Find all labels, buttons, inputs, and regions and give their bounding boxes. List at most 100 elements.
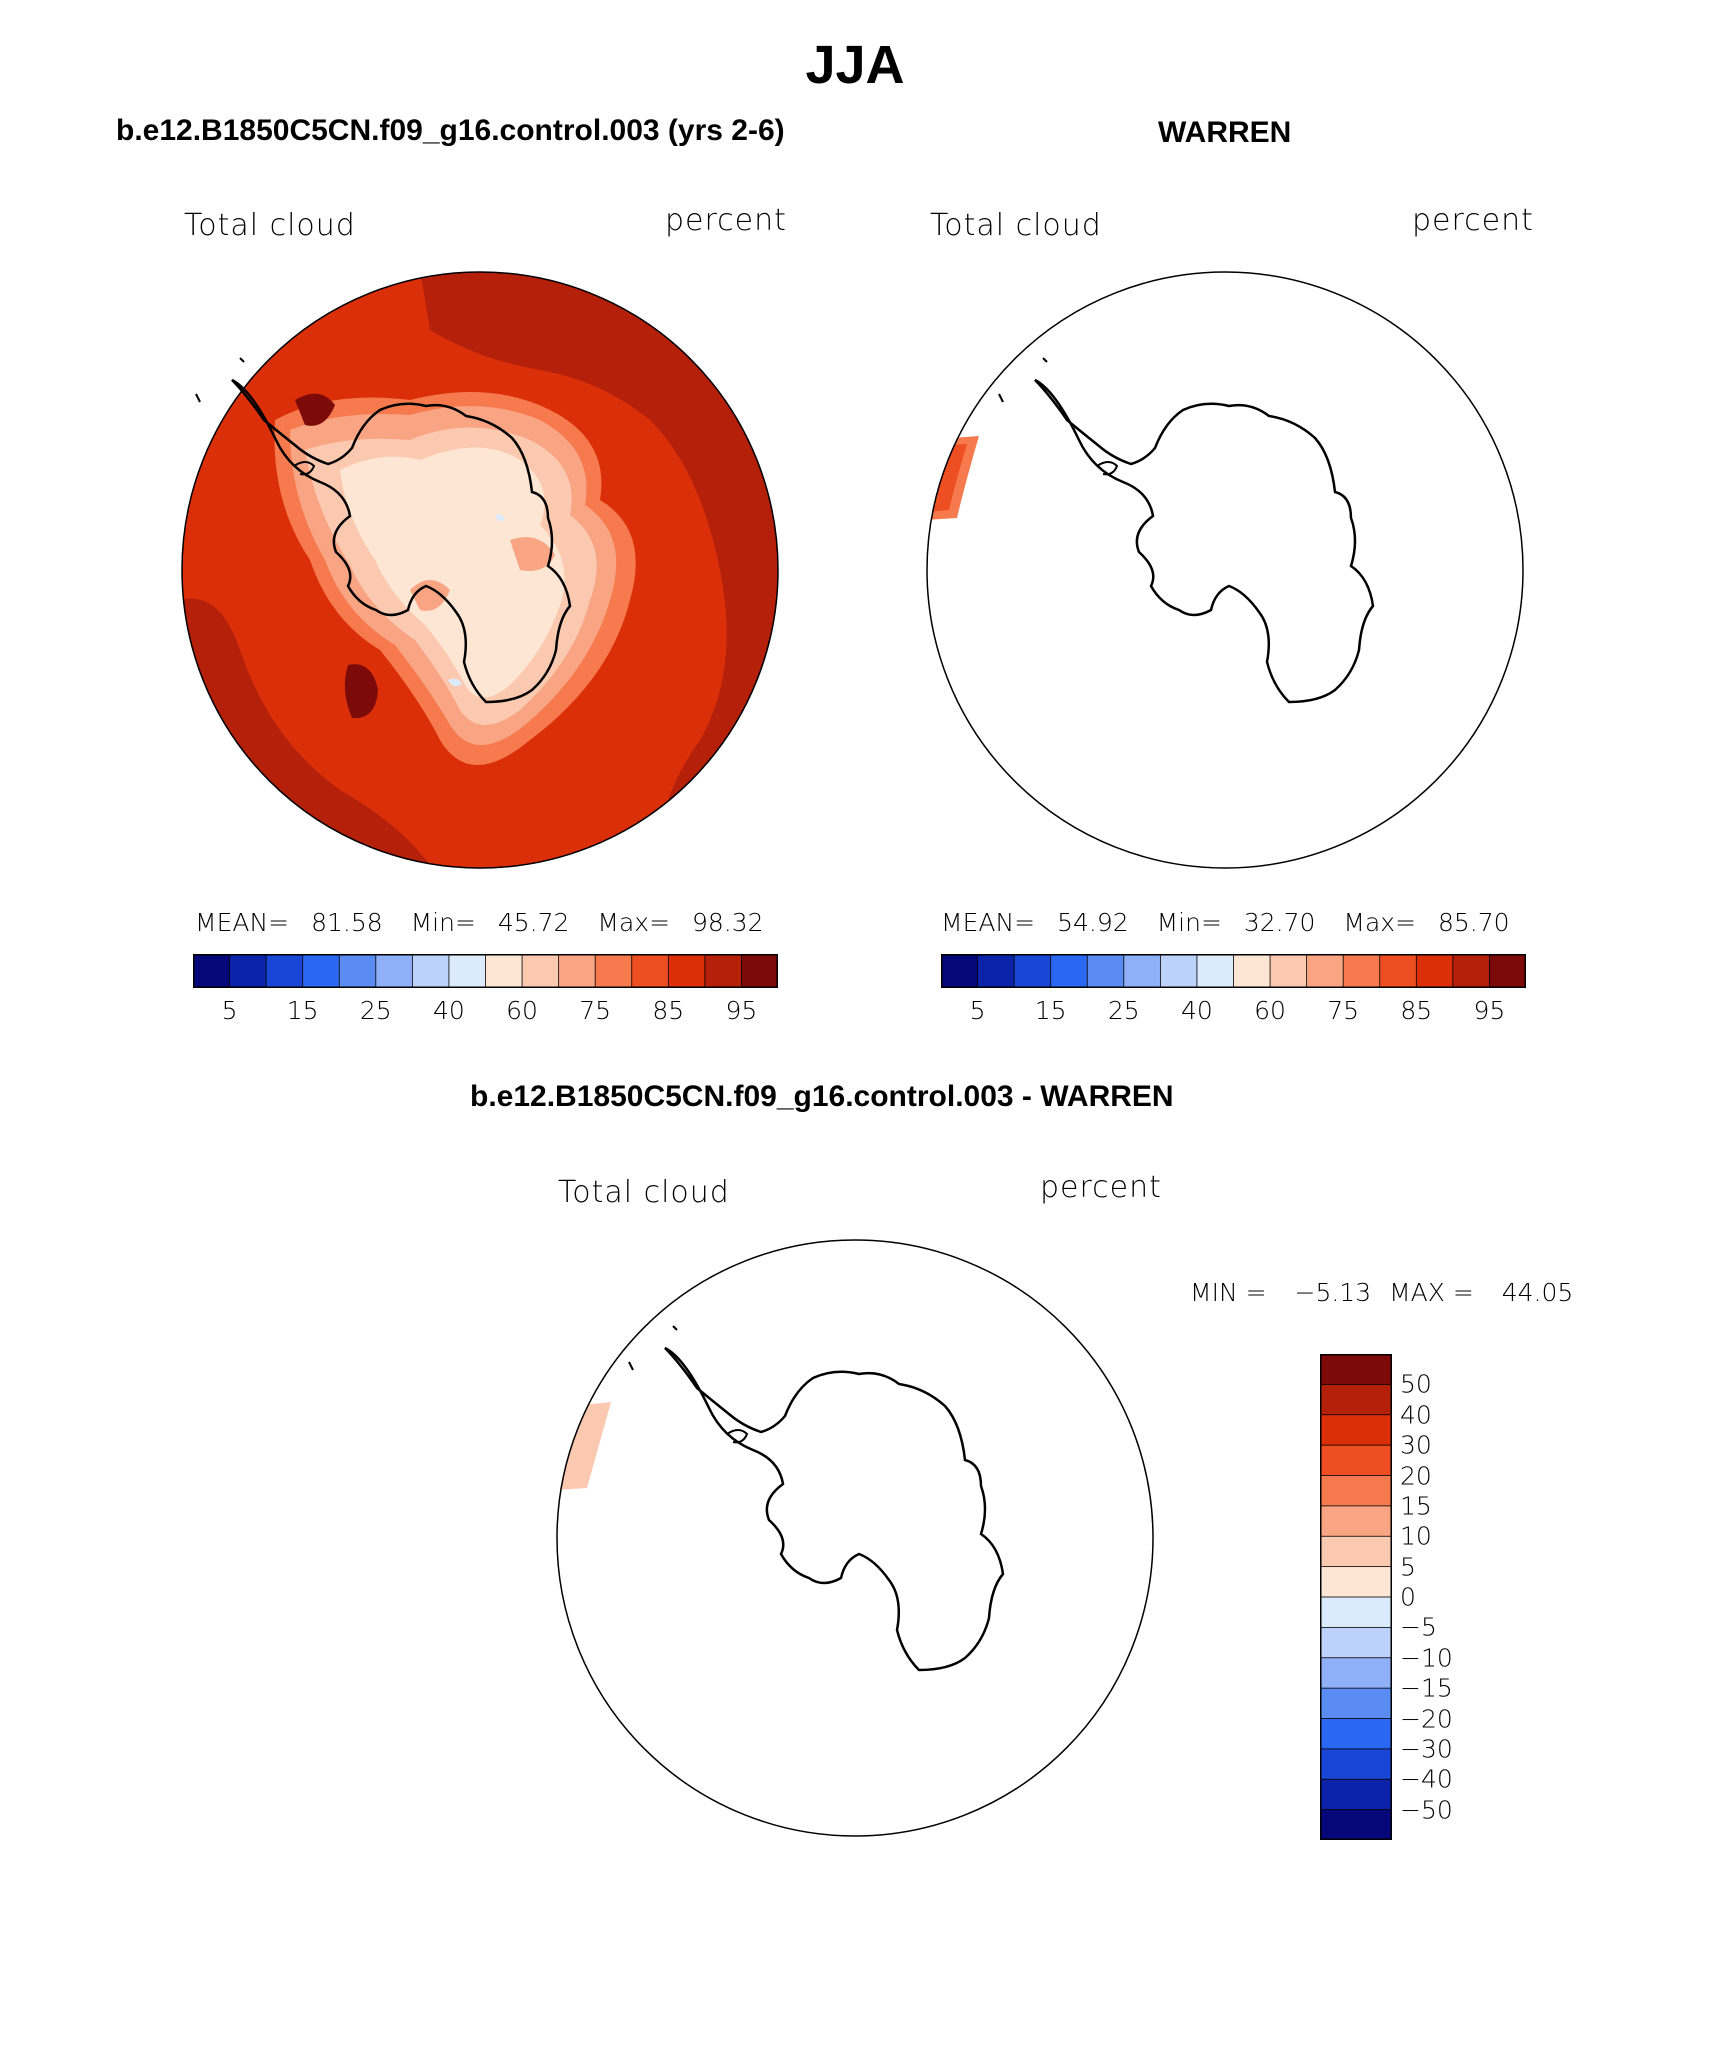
colorbar-swatch: [1123, 954, 1162, 988]
panel-a-stats: MEAN= 81.58 Min= 45.72 Max= 98.32: [195, 908, 764, 937]
colorbar-swatch: [1320, 1809, 1392, 1840]
panel-a-max: 98.32: [692, 908, 764, 937]
panel-a-min-label: Min=: [410, 908, 476, 937]
panel-a-map: [181, 271, 779, 869]
colorbar-tick-label: 95: [725, 996, 758, 1025]
colorbar-swatch: [1415, 954, 1454, 988]
colorbar-swatch: [1320, 1657, 1392, 1690]
colorbar-swatch: [1320, 1383, 1392, 1416]
colorbar-swatch: [229, 954, 268, 988]
colorbar-swatch: [1320, 1354, 1392, 1386]
colorbar-tick-label: −15: [1400, 1673, 1453, 1703]
colorbar-tick-label: 75: [1327, 996, 1360, 1025]
colorbar-swatch: [631, 954, 670, 988]
colorbar-tick-label: 30: [1400, 1430, 1432, 1460]
colorbar-tick-label: −30: [1400, 1734, 1453, 1764]
colorbar-tick-label: 15: [1034, 996, 1067, 1025]
colorbar-swatch: [1320, 1626, 1392, 1659]
panel-a-mean-label: MEAN=: [195, 908, 290, 937]
panel-b-max: 85.70: [1438, 908, 1510, 937]
colorbar-swatch: [375, 954, 414, 988]
colorbar-tick-label: 40: [1181, 996, 1213, 1025]
diff-max: 44.05: [1501, 1278, 1574, 1307]
colorbar-swatch: [338, 954, 377, 988]
colorbar-swatch: [1320, 1414, 1392, 1447]
colorbar-swatch: [448, 954, 487, 988]
colorbar-swatch: [1320, 1687, 1392, 1720]
diff-variable-label: Total cloud: [558, 1175, 730, 1210]
colorbar-tick-label: −20: [1400, 1704, 1453, 1733]
panel-a-min: 45.72: [497, 908, 570, 937]
panel-a-variable-label: Total cloud: [184, 208, 356, 243]
colorbar-tick-label: 15: [286, 996, 319, 1025]
diff-min-label: MIN =: [1190, 1278, 1267, 1307]
colorbar-tick-label: 95: [1473, 996, 1506, 1025]
panel-b-map: [926, 271, 1524, 869]
panel-b-title: WARREN: [1158, 116, 1292, 149]
colorbar-swatch: [1320, 1444, 1392, 1477]
colorbar-swatch: [1320, 1475, 1392, 1507]
colorbar-tick-label: 25: [359, 996, 392, 1025]
colorbar-swatch: [1320, 1596, 1392, 1629]
colorbar-tick-label: 85: [1400, 996, 1433, 1025]
colorbar-swatch: [977, 954, 1016, 988]
colorbar-tick-label: 25: [1107, 996, 1140, 1025]
colorbar-swatch: [1013, 954, 1052, 988]
colorbar-swatch: [1342, 954, 1381, 988]
colorbar-tick-label: 85: [652, 996, 685, 1025]
panel-a-colorbar: [193, 954, 778, 988]
panel-a-units-label: percent: [665, 203, 787, 238]
colorbar-swatch: [1320, 1718, 1392, 1750]
panel-b-min: 32.70: [1243, 908, 1316, 937]
colorbar-swatch: [1320, 1535, 1392, 1568]
panel-b-colorbar-ticks: 5 15 25 40 60 75 85 95: [941, 996, 1526, 1026]
colorbar-tick-label: 40: [433, 996, 465, 1025]
colorbar-swatch: [265, 954, 304, 988]
colorbar-tick-label: 40: [1400, 1400, 1432, 1430]
colorbar-tick-label: 20: [1400, 1461, 1432, 1490]
colorbar-swatch: [558, 954, 597, 988]
colorbar-swatch: [667, 954, 706, 988]
panel-a-colorbar-ticks: 5 15 25 40 60 75 85 95: [193, 996, 778, 1026]
colorbar-swatch: [1159, 954, 1198, 988]
colorbar-swatch: [741, 954, 778, 988]
colorbar-tick-label: 75: [579, 996, 612, 1025]
colorbar-frame: [941, 954, 1526, 988]
colorbar-swatch: [1233, 954, 1271, 988]
main-title: JJA: [805, 35, 905, 95]
colorbar-swatch: [1379, 954, 1418, 988]
colorbar-tick-label: 5: [969, 996, 986, 1025]
panel-b-mean: 54.92: [1057, 908, 1129, 937]
colorbar-tick-label: 0: [1400, 1582, 1416, 1612]
colorbar-tick-label: 60: [506, 996, 538, 1025]
colorbar-swatch: [485, 954, 523, 988]
colorbar-swatch: [1320, 1505, 1392, 1538]
diff-max-label: MAX =: [1389, 1278, 1474, 1307]
colorbar-swatch: [1320, 1748, 1392, 1781]
diff-minmax: MIN = −5.13 MAX = 44.05: [1190, 1278, 1573, 1307]
panel-b-units-label: percent: [1412, 203, 1534, 238]
diff-map: [556, 1239, 1154, 1837]
colorbar-swatch: [193, 954, 231, 988]
diff-min: −5.13: [1294, 1278, 1372, 1307]
colorbar-frame: [193, 954, 778, 988]
colorbar-tick-label: −40: [1400, 1764, 1453, 1794]
panel-b-min-label: Min=: [1156, 908, 1222, 937]
colorbar-tick-label: 5: [221, 996, 238, 1025]
colorbar-swatch: [704, 954, 743, 988]
colorbar-tick-label: 50: [1400, 1369, 1432, 1399]
colorbar-swatch: [411, 954, 450, 988]
colorbar-swatch: [1050, 954, 1089, 988]
colorbar-tick-label: 5: [1400, 1552, 1416, 1582]
diff-title: b.e12.B1850C5CN.f09_g16.control.003 - WA…: [470, 1080, 1174, 1113]
diff-units-label: percent: [1040, 1170, 1162, 1205]
colorbar-swatch: [302, 954, 341, 988]
colorbar-tick-label: −10: [1400, 1643, 1453, 1673]
panel-b-variable-label: Total cloud: [930, 208, 1102, 243]
panel-b-stats: MEAN= 54.92 Min= 32.70 Max= 85.70: [941, 908, 1510, 937]
diff-colorbar: [1320, 1354, 1392, 1840]
colorbar-swatch: [1489, 954, 1526, 988]
colorbar-swatch: [1086, 954, 1125, 988]
colorbar-swatch: [1269, 954, 1308, 988]
colorbar-tick-label: −50: [1400, 1795, 1453, 1825]
